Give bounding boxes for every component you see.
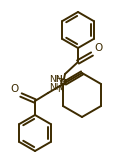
Text: N: N [55, 75, 62, 84]
Text: O: O [11, 84, 19, 94]
Text: NH: NH [49, 83, 62, 92]
Text: O: O [94, 43, 102, 53]
Text: N: N [57, 85, 64, 94]
Text: NH: NH [50, 75, 63, 84]
